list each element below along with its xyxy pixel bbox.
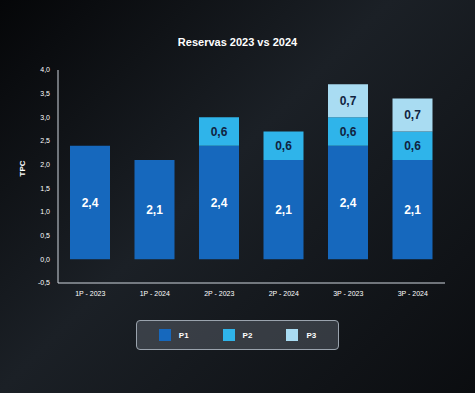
svg-text:0,6: 0,6 xyxy=(404,139,421,153)
svg-text:0,0: 0,0 xyxy=(40,256,50,263)
svg-text:2,4: 2,4 xyxy=(211,196,228,210)
svg-text:1,0: 1,0 xyxy=(40,208,50,215)
svg-text:2,1: 2,1 xyxy=(404,203,421,217)
svg-text:2P - 2024: 2P - 2024 xyxy=(269,290,299,297)
svg-text:3,0: 3,0 xyxy=(40,114,50,121)
svg-text:1,5: 1,5 xyxy=(40,185,50,192)
svg-text:0,7: 0,7 xyxy=(340,94,357,108)
html-text:P3: P3 xyxy=(306,330,317,340)
svg-text:TPC: TPC xyxy=(18,160,27,176)
svg-text:2,4: 2,4 xyxy=(340,196,357,210)
svg-text:2,1: 2,1 xyxy=(275,203,292,217)
svg-text:1P - 2024: 1P - 2024 xyxy=(140,290,170,297)
svg-text:2P - 2023: 2P - 2023 xyxy=(204,290,234,297)
svg-text:2,5: 2,5 xyxy=(40,137,50,144)
svg-text:4,0: 4,0 xyxy=(40,66,50,73)
svg-text:3P - 2023: 3P - 2023 xyxy=(333,290,363,297)
svg-text:0,6: 0,6 xyxy=(275,139,292,153)
svg-text:1P - 2023: 1P - 2023 xyxy=(75,290,105,297)
svg-text:3P - 2024: 3P - 2024 xyxy=(398,290,428,297)
svg-text:-0,5: -0,5 xyxy=(38,279,50,286)
svg-text:2,0: 2,0 xyxy=(40,161,50,168)
svg-text:0,6: 0,6 xyxy=(211,125,228,139)
svg-text:2,1: 2,1 xyxy=(146,203,163,217)
svg-text:0,7: 0,7 xyxy=(404,108,421,122)
html-text:P2: P2 xyxy=(242,330,253,340)
svg-text:0,6: 0,6 xyxy=(340,125,357,139)
svg-text:2,4: 2,4 xyxy=(82,196,99,210)
html-text:Reservas 2023 vs 2024: Reservas 2023 vs 2024 xyxy=(177,36,298,48)
html-text:P1: P1 xyxy=(178,330,189,340)
svg-text:3,5: 3,5 xyxy=(40,90,50,97)
svg-text:0,5: 0,5 xyxy=(40,232,50,239)
